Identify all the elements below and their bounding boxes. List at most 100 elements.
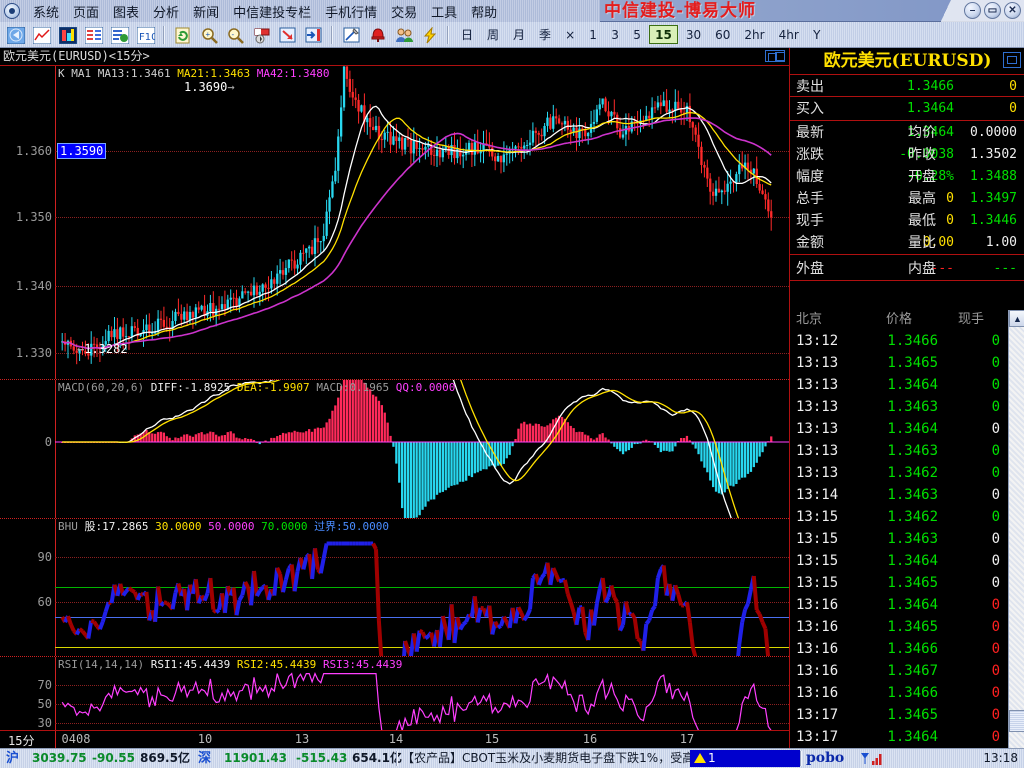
tick-row[interactable]: 13:15 1.3465 0 — [790, 572, 1008, 594]
f10-icon[interactable]: F10 — [134, 24, 156, 45]
period-30m[interactable]: 30 — [685, 28, 702, 42]
quote-row-value1: 0.00 — [922, 235, 954, 250]
contacts-icon[interactable] — [392, 24, 414, 45]
jump-to-icon[interactable] — [302, 24, 324, 45]
tick-row[interactable]: 13:16 1.3466 0 — [790, 682, 1008, 704]
multi-chart-icon[interactable] — [56, 24, 78, 45]
zoom-in-icon[interactable]: + — [198, 24, 220, 45]
period-close[interactable]: × — [565, 28, 576, 42]
tick-row[interactable]: 13:13 1.3462 0 — [790, 462, 1008, 484]
refresh-icon[interactable] — [172, 24, 194, 45]
menu-item-system[interactable]: 系统 — [33, 5, 60, 21]
menu-item-column[interactable]: 中信建投专栏 — [233, 5, 312, 21]
tick-list[interactable]: 北京 价格 现手 13:12 1.3466 0 13:13 1.3465 0 13:13 1.… — [790, 310, 1024, 768]
cursor-select-icon[interactable] — [250, 24, 272, 45]
bhu-legend-l30: 30.0000 — [155, 520, 202, 533]
tick-row[interactable]: 13:16 1.3465 0 — [790, 616, 1008, 638]
menu-item-trade[interactable]: 交易 — [391, 5, 418, 21]
rsi-panel[interactable]: 70 50 30 RSI(14,14,14) RSI1:45.4439 RSI2… — [0, 657, 789, 731]
price-low-annotation: ←1.3282 — [77, 342, 128, 356]
tick-scrollbar[interactable]: ▲ ▼ — [1008, 310, 1024, 768]
quote-row-value1: -0.0038 — [899, 147, 954, 162]
period-4hr[interactable]: 4hr — [778, 28, 799, 42]
tick-row[interactable]: 13:13 1.3463 0 — [790, 396, 1008, 418]
tick-row[interactable]: 13:17 1.3465 0 — [790, 704, 1008, 726]
tick-row[interactable]: 13:13 1.3463 0 — [790, 440, 1008, 462]
report-icon[interactable] — [108, 24, 130, 45]
minimize-button[interactable]: – — [964, 2, 981, 19]
tick-row[interactable]: 13:15 1.3462 0 — [790, 506, 1008, 528]
period-year[interactable]: Y — [813, 28, 821, 42]
close-button[interactable]: ✕ — [1004, 2, 1021, 19]
bhu-legend-l50: 50.0000 — [208, 520, 255, 533]
quote-row-label2: 昨收 — [908, 147, 936, 163]
period-2hr[interactable]: 2hr — [744, 28, 765, 42]
macd-plot[interactable] — [55, 380, 789, 518]
toolbar[interactable]: F10 + - — [0, 22, 1024, 48]
menu-item-page[interactable]: 页面 — [73, 5, 100, 21]
tick-row[interactable]: 13:15 1.3463 0 — [790, 528, 1008, 550]
tick-row[interactable]: 13:13 1.3464 0 — [790, 374, 1008, 396]
menu-item-help[interactable]: 帮助 — [471, 5, 498, 21]
scroll-up-button[interactable]: ▲ — [1009, 310, 1024, 327]
quote-panel[interactable]: 欧元美元(EURUSD) 卖出 1.3466 0 买入 1.3464 0 最新 1.3464 均… — [789, 48, 1024, 768]
bhu-plot[interactable] — [55, 519, 789, 656]
maximize-button[interactable]: ▭ — [984, 2, 1001, 19]
sh-market-icon: 沪 — [6, 751, 20, 766]
period-3m[interactable]: 3 — [611, 28, 619, 42]
rsi-plot[interactable] — [55, 657, 789, 731]
tick-row[interactable]: 13:16 1.3467 0 — [790, 660, 1008, 682]
period-day[interactable]: 日 — [461, 28, 474, 42]
tick-time: 13:15 — [796, 509, 839, 525]
rsi-legend: RSI(14,14,14) RSI1:45.4439 RSI2:45.4439 … — [58, 659, 402, 671]
quote-row-label: 买入 — [796, 101, 824, 117]
tick-row[interactable]: 13:13 1.3465 0 — [790, 352, 1008, 374]
zoom-out-icon[interactable]: - — [224, 24, 246, 45]
period-15m[interactable]: 15 — [649, 25, 678, 44]
alarm-icon[interactable] — [366, 24, 388, 45]
menu-item-news[interactable]: 新闻 — [193, 5, 220, 21]
tick-row[interactable]: 13:13 1.3464 0 — [790, 418, 1008, 440]
scroll-thumb[interactable] — [1009, 710, 1024, 732]
draw-icon[interactable] — [340, 24, 362, 45]
status-bar[interactable]: 沪 3039.75 -90.55 869.5亿 深 11901.43 -515.… — [0, 748, 1024, 768]
menu-item-chart[interactable]: 图表 — [113, 5, 140, 21]
tick-volume: 0 — [991, 729, 1000, 745]
period-1m[interactable]: 1 — [589, 28, 597, 42]
menu-bar[interactable]: 系统 页面 图表 分析 新闻 中信建投专栏 手机行情 交易 工具 帮助 — [0, 0, 600, 22]
lightning-icon[interactable] — [418, 24, 440, 45]
bhu-panel[interactable]: 90 60 BHU 股:17.2865 30.0000 50.0000 70.0… — [0, 519, 789, 656]
menu-item-analysis[interactable]: 分析 — [153, 5, 180, 21]
app-logo-icon — [2, 2, 22, 20]
period-month[interactable]: 月 — [513, 28, 526, 42]
alert-indicator[interactable]: 1 — [690, 750, 800, 767]
chart-area[interactable]: 1.360 1.350 1.340 1.330 K MA1 MA13:1.346… — [0, 65, 789, 731]
list-icon[interactable] — [82, 24, 104, 45]
tick-row[interactable]: 13:14 1.3463 0 — [790, 484, 1008, 506]
tick-row[interactable]: 13:15 1.3464 0 — [790, 550, 1008, 572]
price-plot[interactable]: 1.3690→ ←1.3282 — [55, 66, 789, 379]
period-60m[interactable]: 60 — [715, 28, 731, 42]
tick-row[interactable]: 13:12 1.3466 0 — [790, 330, 1008, 352]
menu-item-mobile[interactable]: 手机行情 — [325, 5, 378, 21]
period-season[interactable]: 季 — [539, 28, 552, 42]
period-week[interactable]: 周 — [487, 28, 500, 42]
back-icon[interactable] — [4, 24, 26, 45]
rsi-panel-axis-line — [55, 657, 56, 731]
export-icon[interactable] — [276, 24, 298, 45]
tick-row[interactable]: 13:17 1.3464 0 — [790, 726, 1008, 748]
macd-panel[interactable]: 0 MACD(60,20,6) DIFF:-1.8925 DEA:-1.9907… — [0, 380, 789, 518]
line-chart-icon[interactable] — [30, 24, 52, 45]
gridline — [55, 685, 789, 686]
restore-icon[interactable] — [765, 50, 785, 62]
restore-icon[interactable] — [1003, 52, 1021, 68]
tick-row[interactable]: 13:16 1.3466 0 — [790, 638, 1008, 660]
news-ticker[interactable]: 【农产品】CBOT玉米及小麦期货电子盘下跌1%，受高盛消息打压 — [402, 751, 755, 765]
window-controls[interactable]: – ▭ ✕ — [964, 2, 1021, 20]
quote-row: 卖出 1.3466 0 — [790, 76, 1024, 98]
price-panel[interactable]: 1.360 1.350 1.340 1.330 K MA1 MA13:1.346… — [0, 66, 789, 379]
macd-legend-dea: DEA:-1.9907 — [236, 381, 310, 394]
menu-item-tools[interactable]: 工具 — [431, 5, 458, 21]
tick-row[interactable]: 13:16 1.3464 0 — [790, 594, 1008, 616]
period-5m[interactable]: 5 — [633, 28, 641, 42]
